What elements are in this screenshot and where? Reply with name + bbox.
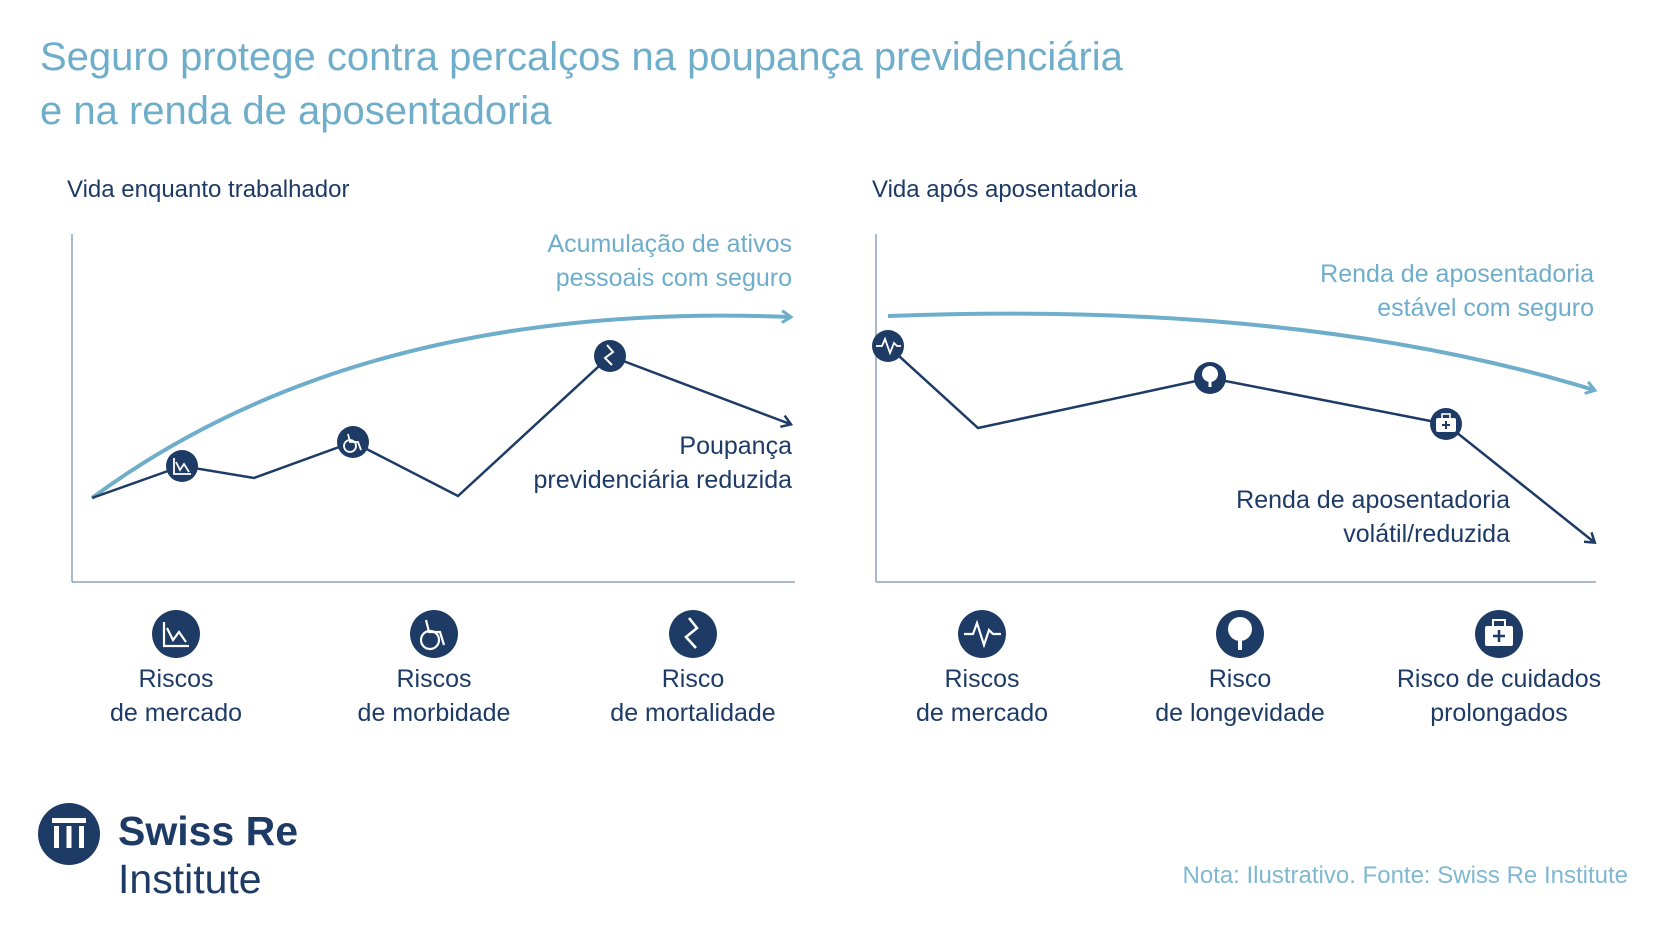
risk-label-line: Riscos	[138, 665, 214, 693]
medical-kit-icon	[1475, 610, 1523, 658]
title-line-1: Seguro protege contra percalços na poupa…	[40, 35, 1123, 79]
swiss-re-logo-icon	[38, 803, 100, 865]
left-panel: Acumulação de ativos pessoais com seguro…	[71, 230, 795, 583]
left-reduced-label-2: previdenciária reduzida	[534, 466, 793, 494]
left-marker-mortality	[594, 340, 626, 372]
market-chart-icon	[152, 610, 200, 658]
risk-label-line: Riscos	[396, 665, 472, 693]
risk-label-line: de mortalidade	[610, 699, 776, 727]
logo-subname: Institute	[118, 856, 262, 902]
risk-label-line: de mercado	[915, 699, 1049, 727]
right-marker-longevity	[1194, 362, 1226, 394]
broken-line-icon	[669, 610, 717, 658]
risk-label-line: prolongados	[1430, 699, 1568, 727]
risk-label-line: Riscos	[944, 665, 1020, 693]
right-marker-market	[872, 330, 904, 362]
left-insured-label-1: Acumulação de ativos	[547, 230, 792, 258]
source-note: Nota: Ilustrativo. Fonte: Swiss Re Insti…	[1182, 862, 1628, 889]
right-reduced-label-1: Renda de aposentadoria	[1236, 486, 1510, 514]
title-line-2: e na renda de aposentadoria	[40, 89, 552, 133]
left-insured-line	[90, 316, 790, 500]
right-insured-label-2: estável com seguro	[1377, 294, 1594, 322]
risk-label-market-left: Riscos de mercado	[46, 662, 306, 730]
risk-label-longevity: Risco de longevidade	[1110, 662, 1370, 730]
risk-label-morbidity: Riscos de morbidade	[304, 662, 564, 730]
right-insured-line	[887, 311, 1594, 390]
left-insured-label-2: pessoais com seguro	[556, 264, 792, 292]
right-insured-label-1: Renda de aposentadoria	[1320, 260, 1594, 288]
risk-label-market-right: Riscos de mercado	[852, 662, 1112, 730]
right-panel: Renda de aposentadoria estável com segur…	[872, 234, 1596, 583]
left-reduced-label-1: Poupança	[679, 432, 792, 460]
risk-label-longterm-care: Risco de cuidados prolongados	[1369, 662, 1629, 730]
risk-label-line: de mercado	[109, 699, 243, 727]
tree-icon	[1216, 610, 1264, 658]
left-marker-market	[166, 450, 198, 482]
chart-title: Seguro protege contra percalços na poupa…	[40, 30, 1340, 138]
right-reduced-label-2: volátil/reduzida	[1343, 520, 1510, 548]
wheelchair-icon	[410, 610, 458, 658]
left-panel-title: Vida enquanto trabalhador	[67, 176, 350, 203]
left-marker-morbidity	[337, 426, 369, 458]
right-panel-title: Vida após aposentadoria	[872, 176, 1138, 203]
right-marker-longterm-care	[1430, 408, 1462, 440]
risk-label-line: Risco	[661, 665, 725, 693]
risk-label-mortality: Risco de mortalidade	[563, 662, 823, 730]
heartbeat-icon	[958, 610, 1006, 658]
logo-name: Swiss Re	[118, 808, 299, 854]
risk-label-line: Risco	[1208, 665, 1272, 693]
risk-label-line: de morbidade	[357, 699, 511, 727]
risk-label-line: de longevidade	[1155, 699, 1325, 727]
risk-label-line: Risco de cuidados	[1396, 665, 1602, 693]
